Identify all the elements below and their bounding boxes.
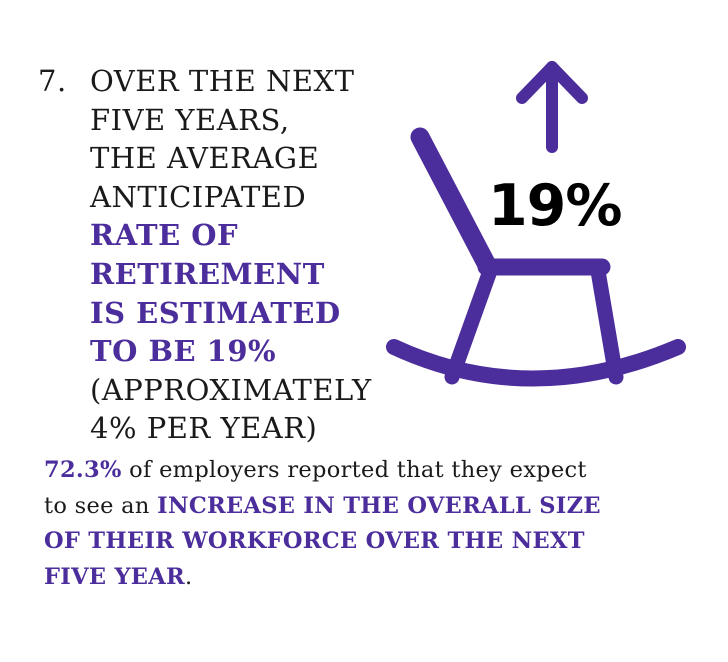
headline-line-highlight: IS ESTIMATED [90, 295, 341, 330]
employer-percent: 72.3% [44, 457, 122, 483]
headline-line: FIVE YEARS, [90, 102, 290, 137]
arrow-up-icon [516, 61, 588, 153]
rocking-chair-icon [386, 61, 686, 387]
statement-highlight: OF THEIR WORKFORCE OVER THE NEXT [44, 528, 585, 554]
retirement-rate-value: 19% [488, 173, 622, 239]
headline-line-highlight: RATE OF [90, 218, 239, 253]
statement-text: of employers reported that they expect [121, 457, 587, 483]
headline-line: (APPROXIMATELY [90, 372, 372, 407]
statement-highlight: INCREASE IN THE OVERALL SIZE [157, 492, 601, 519]
statement-text: . [185, 563, 193, 590]
headline-line: 4% PER YEAR) [90, 411, 318, 446]
statement-highlight: FIVE YEAR [44, 563, 186, 590]
workforce-statement: 72.3% of employers reported that they ex… [44, 453, 704, 595]
headline-line-highlight: TO BE 19% [90, 334, 277, 369]
headline-line: ANTICIPATED [90, 179, 307, 214]
headline: OVER THE NEXT FIVE YEARS, THE AVERAGE AN… [90, 62, 372, 448]
headline-line-highlight: RETIREMENT [90, 256, 325, 291]
headline-line: OVER THE NEXT [90, 64, 355, 98]
fact-number: 7. [38, 64, 67, 98]
statement-text: to see an [44, 492, 158, 519]
headline-line: THE AVERAGE [90, 141, 320, 176]
